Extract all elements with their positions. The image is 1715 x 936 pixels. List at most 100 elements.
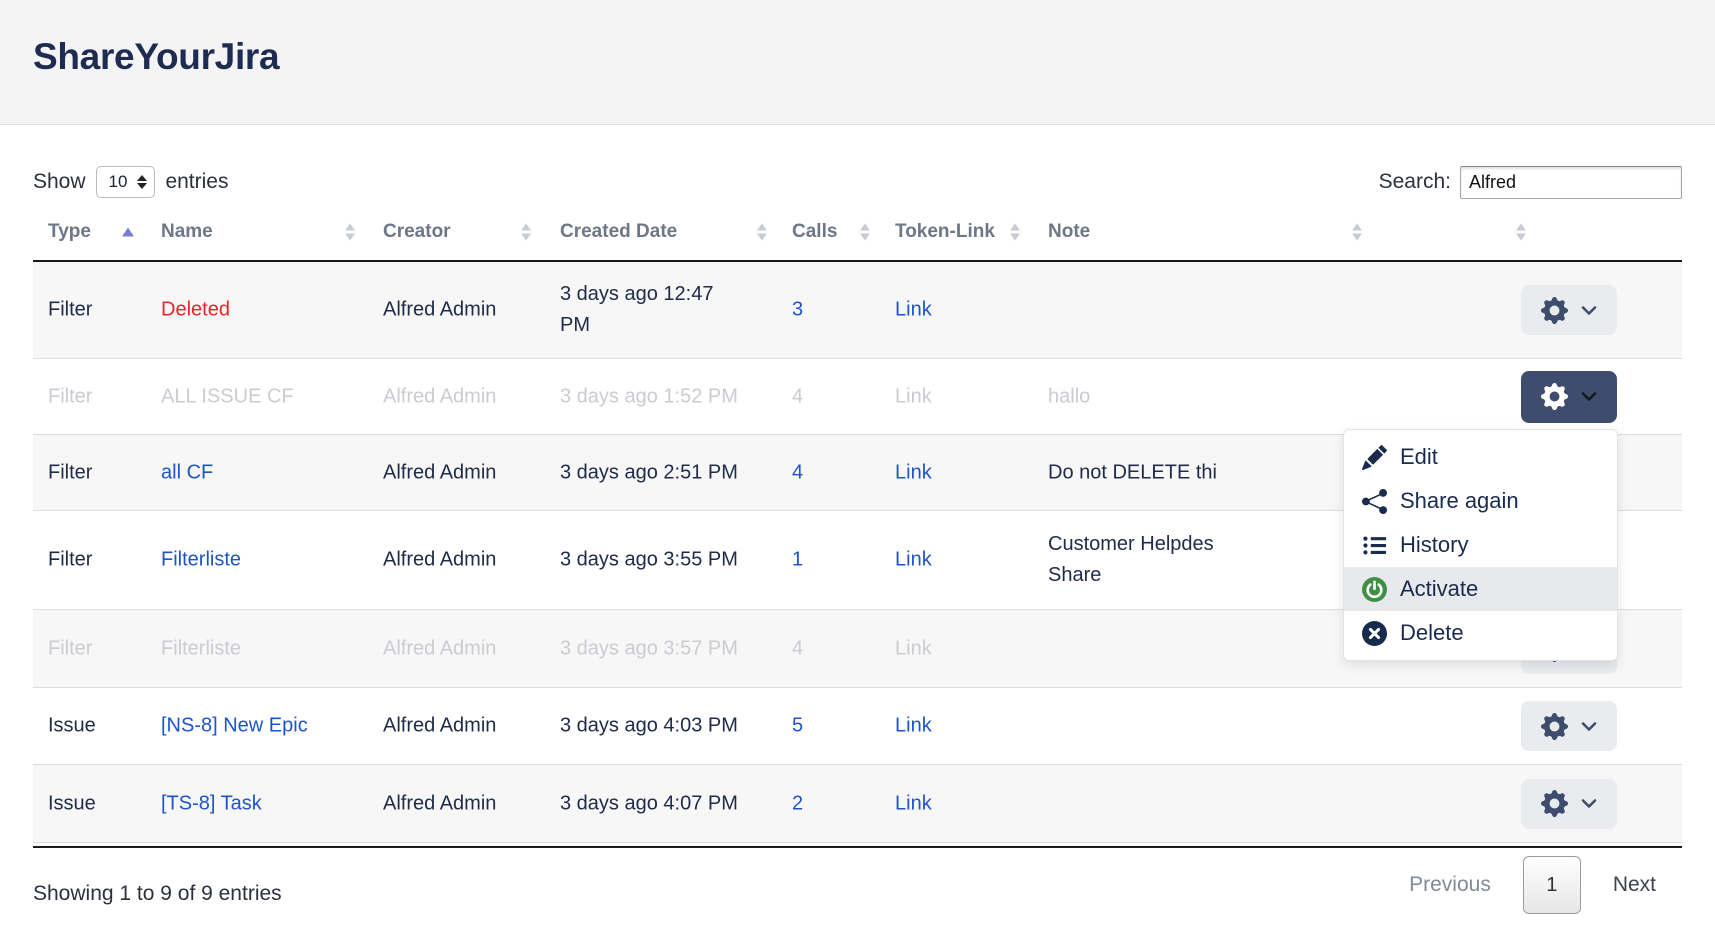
row-actions-button[interactable] bbox=[1521, 779, 1617, 829]
cell-name: Deleted bbox=[161, 295, 373, 326]
token-link[interactable]: Link bbox=[895, 295, 1025, 326]
menu-item-history[interactable]: History bbox=[1344, 523, 1617, 567]
search-control: Search: bbox=[1379, 166, 1682, 199]
sort-icons-name[interactable] bbox=[345, 224, 355, 241]
calls-link[interactable]: 2 bbox=[792, 788, 852, 819]
entries-summary: Showing 1 to 9 of 9 entries bbox=[33, 882, 282, 906]
chevron-down-icon bbox=[1581, 721, 1597, 732]
cell-type: Filter bbox=[48, 295, 148, 326]
cell-type: Filter bbox=[48, 633, 148, 664]
gear-icon bbox=[1541, 383, 1568, 410]
table-controls: Show 10 entries Search: bbox=[33, 160, 1682, 204]
calls-link[interactable]: 5 bbox=[792, 711, 852, 742]
column-header-calls[interactable]: Calls bbox=[792, 221, 837, 243]
cell-creator: Alfred Admin bbox=[383, 457, 551, 488]
calls-link[interactable]: 4 bbox=[792, 457, 852, 488]
table-row: Filter ALL ISSUE CF Alfred Admin 3 days … bbox=[33, 359, 1682, 435]
name-link[interactable]: Filterliste bbox=[161, 545, 373, 576]
page-title: ShareYourJira bbox=[33, 36, 279, 78]
menu-item-edit[interactable]: Edit bbox=[1344, 435, 1617, 479]
cell-created: 3 days ago 3:57 PM bbox=[560, 633, 770, 664]
table-row: Filter Deleted Alfred Admin 3 days ago 1… bbox=[33, 262, 1682, 359]
cell-creator: Alfred Admin bbox=[383, 788, 551, 819]
token-link[interactable]: Link bbox=[895, 711, 1025, 742]
menu-item-label: Edit bbox=[1400, 444, 1438, 470]
column-header-created[interactable]: Created Date bbox=[560, 221, 677, 243]
gear-icon bbox=[1541, 790, 1568, 817]
cell-creator: Alfred Admin bbox=[383, 633, 551, 664]
gear-icon bbox=[1541, 713, 1568, 740]
cell-creator: Alfred Admin bbox=[383, 381, 551, 412]
search-input[interactable] bbox=[1460, 166, 1682, 199]
calls-link[interactable]: 3 bbox=[792, 295, 852, 326]
name-link[interactable]: [TS-8] Task bbox=[161, 788, 373, 819]
select-stepper-icon bbox=[137, 175, 147, 189]
search-label: Search: bbox=[1379, 170, 1451, 194]
entries-label: entries bbox=[165, 170, 228, 194]
gear-icon bbox=[1541, 297, 1568, 324]
table-row: Issue [TS-8] Task Alfred Admin 3 days ag… bbox=[33, 765, 1682, 843]
menu-item-share-again[interactable]: Share again bbox=[1344, 479, 1617, 523]
calls-link[interactable]: 1 bbox=[792, 545, 852, 576]
pencil-icon bbox=[1362, 445, 1387, 470]
cell-note: hallo bbox=[1048, 381, 1378, 412]
cell-created: 3 days ago 4:07 PM bbox=[560, 788, 770, 819]
cell-name: ALL ISSUE CF bbox=[161, 381, 373, 412]
chevron-down-icon bbox=[1581, 305, 1597, 316]
cell-type: Filter bbox=[48, 545, 148, 576]
share-icon bbox=[1362, 489, 1387, 514]
column-header-name[interactable]: Name bbox=[161, 221, 213, 243]
chevron-down-icon bbox=[1581, 798, 1597, 809]
row-actions-button[interactable] bbox=[1521, 285, 1617, 335]
show-label: Show bbox=[33, 170, 86, 194]
token-link[interactable]: Link bbox=[895, 457, 1025, 488]
token-link: Link bbox=[895, 633, 1025, 664]
menu-item-label: Delete bbox=[1400, 620, 1464, 646]
sort-icons-creator[interactable] bbox=[521, 224, 531, 241]
cell-note: Customer Helpdes Share bbox=[1048, 529, 1378, 591]
circle-x-icon bbox=[1362, 621, 1387, 646]
sort-icons-created[interactable] bbox=[757, 224, 767, 241]
page-size-select[interactable]: 10 bbox=[96, 166, 156, 198]
column-header-creator[interactable]: Creator bbox=[383, 221, 451, 243]
page: ShareYourJira Show 10 entries Search: Ty… bbox=[0, 0, 1715, 936]
page-1-button[interactable]: 1 bbox=[1523, 856, 1581, 914]
row-actions-button-open[interactable] bbox=[1521, 371, 1617, 423]
cell-creator: Alfred Admin bbox=[383, 711, 551, 742]
sort-icons-note[interactable] bbox=[1352, 224, 1362, 241]
menu-item-label: History bbox=[1400, 532, 1468, 558]
column-header-type[interactable]: Type bbox=[48, 221, 91, 243]
cell-creator: Alfred Admin bbox=[383, 295, 551, 326]
column-header-note[interactable]: Note bbox=[1048, 221, 1090, 243]
power-icon bbox=[1362, 577, 1387, 602]
app-header: ShareYourJira bbox=[0, 0, 1715, 125]
history-list-icon bbox=[1362, 533, 1387, 558]
menu-item-activate[interactable]: Activate bbox=[1344, 567, 1617, 611]
sort-icons-token-link[interactable] bbox=[1010, 224, 1020, 241]
cell-note: Do not DELETE thi bbox=[1048, 457, 1378, 488]
cell-created: 3 days ago 12:47 PM bbox=[560, 279, 735, 341]
chevron-down-icon bbox=[1581, 391, 1597, 402]
cell-type: Issue bbox=[48, 788, 148, 819]
token-link[interactable]: Link bbox=[895, 788, 1025, 819]
page-size-control: Show 10 entries bbox=[33, 166, 228, 198]
row-actions-button[interactable] bbox=[1521, 701, 1617, 751]
cell-name: Filterliste bbox=[161, 633, 373, 664]
sort-icons-actions[interactable] bbox=[1516, 224, 1526, 241]
pagination: Previous 1 Next bbox=[1409, 856, 1656, 914]
sort-icons-calls[interactable] bbox=[860, 224, 870, 241]
menu-item-label: Activate bbox=[1400, 576, 1478, 602]
next-page-button[interactable]: Next bbox=[1613, 873, 1656, 897]
calls-link: 4 bbox=[792, 633, 852, 664]
column-header-token-link[interactable]: Token-Link bbox=[895, 221, 995, 243]
cell-created: 3 days ago 4:03 PM bbox=[560, 711, 770, 742]
calls-link: 4 bbox=[792, 381, 852, 412]
name-link[interactable]: [NS-8] New Epic bbox=[161, 711, 373, 742]
page-size-value: 10 bbox=[109, 172, 128, 192]
name-link[interactable]: all CF bbox=[161, 457, 373, 488]
sort-asc-icon-type[interactable] bbox=[122, 228, 134, 237]
previous-page-button[interactable]: Previous bbox=[1409, 873, 1491, 897]
cell-type: Issue bbox=[48, 711, 148, 742]
menu-item-delete[interactable]: Delete bbox=[1344, 611, 1617, 655]
token-link[interactable]: Link bbox=[895, 545, 1025, 576]
